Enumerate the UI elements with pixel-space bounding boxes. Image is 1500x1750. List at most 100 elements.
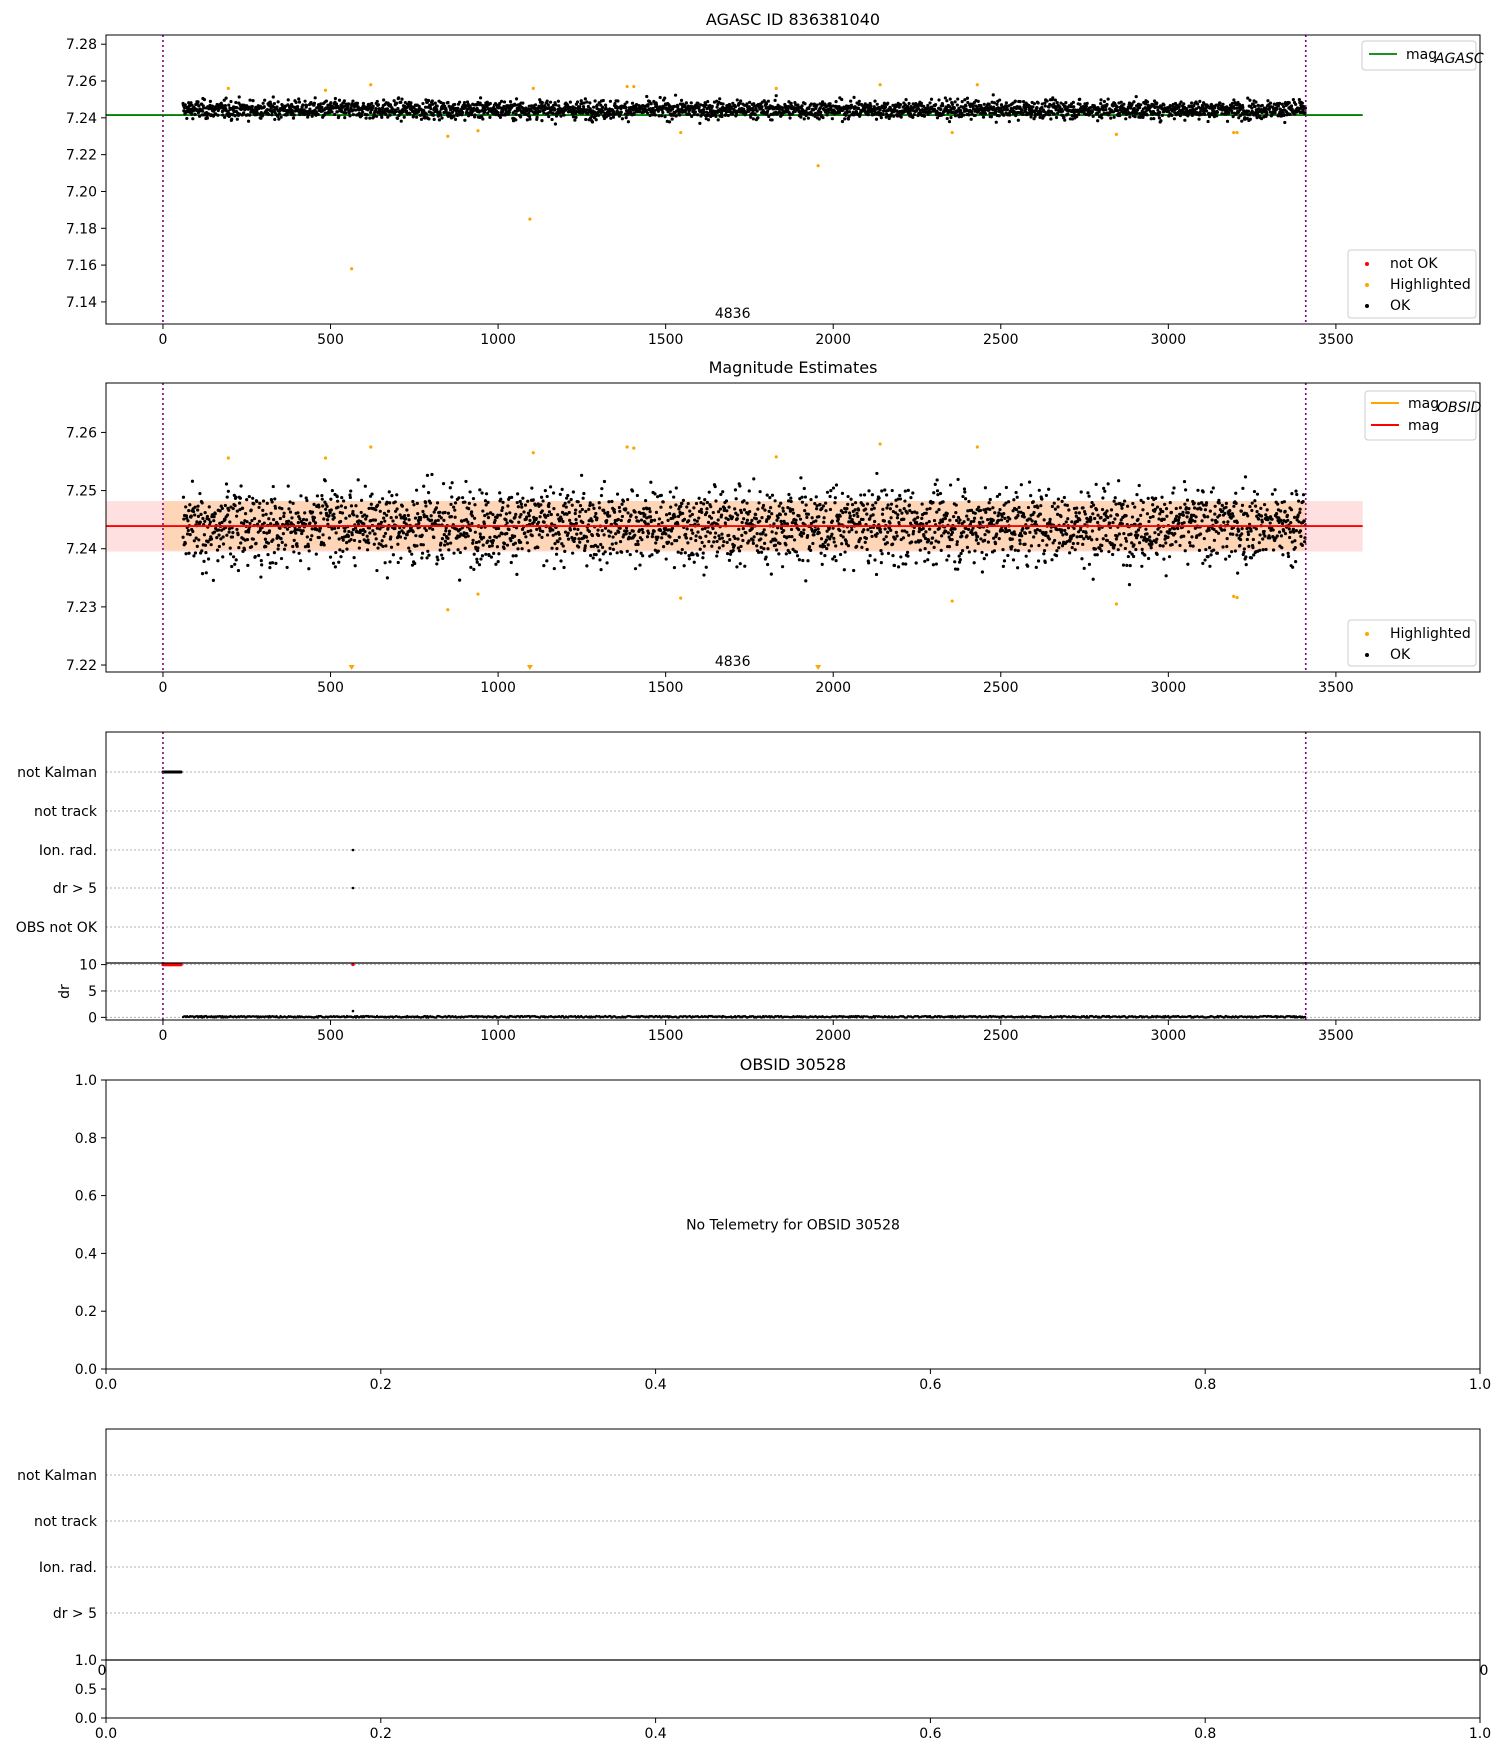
ok-point	[581, 496, 585, 500]
ok-point	[1218, 101, 1222, 105]
ok-point	[516, 547, 520, 551]
ok-point	[757, 501, 761, 505]
ok-point	[865, 502, 870, 506]
ok-point	[898, 497, 903, 501]
ok-point	[814, 495, 818, 499]
ok-point	[500, 532, 504, 536]
ok-point	[392, 111, 397, 116]
ok-point	[545, 533, 550, 537]
ok-point	[713, 531, 718, 535]
x-tick-label: 1000	[480, 332, 516, 348]
ok-point	[240, 506, 245, 510]
ok-point	[795, 554, 800, 558]
ok-point	[617, 530, 621, 534]
ok-point	[800, 534, 804, 538]
ok-point	[407, 518, 411, 522]
ok-point	[419, 117, 424, 121]
ok-point	[509, 560, 513, 565]
ok-point	[897, 105, 901, 109]
ok-point	[982, 102, 986, 106]
ok-point	[678, 113, 682, 117]
ok-point	[734, 113, 739, 117]
ok-point	[777, 504, 781, 508]
ok-point	[257, 553, 261, 558]
ok-point	[365, 514, 369, 518]
ok-point	[287, 507, 291, 511]
ok-point	[644, 498, 648, 503]
ok-point	[730, 515, 735, 519]
ok-point	[1069, 105, 1073, 109]
ok-point	[744, 111, 748, 115]
ok-point	[282, 514, 286, 519]
ok-point	[680, 547, 684, 552]
ok-point	[753, 112, 757, 117]
ok-point	[886, 530, 890, 534]
ok-point	[912, 112, 916, 117]
ok-point	[864, 507, 868, 511]
ok-point	[706, 520, 711, 524]
ok-point	[833, 501, 837, 505]
ok-point	[566, 493, 570, 498]
ok-point	[781, 509, 785, 513]
ok-point	[471, 541, 475, 545]
ok-point	[181, 535, 185, 539]
ok-point	[1099, 98, 1103, 102]
ok-point	[351, 509, 355, 514]
ok-point	[702, 573, 706, 577]
ok-point	[359, 498, 364, 502]
ok-point	[868, 553, 872, 558]
ok-point	[882, 109, 886, 113]
ok-point	[740, 533, 744, 537]
ok-point	[291, 544, 295, 549]
ok-point	[614, 532, 618, 536]
ok-point	[1055, 101, 1059, 105]
ok-point	[871, 503, 875, 507]
ok-point	[389, 535, 393, 539]
ok-point	[904, 97, 908, 102]
ok-point	[757, 550, 761, 554]
ok-point	[696, 530, 700, 534]
ok-point	[766, 562, 770, 567]
ok-point	[704, 534, 708, 538]
ok-point	[828, 104, 833, 108]
ok-point	[316, 112, 320, 116]
ok-point	[527, 514, 531, 518]
y-tick-label: 7.20	[66, 184, 97, 200]
ok-point	[440, 116, 444, 120]
ok-point	[874, 501, 878, 505]
ok-point	[231, 531, 235, 535]
ok-point	[684, 536, 689, 540]
ok-point	[444, 108, 448, 112]
ok-point	[747, 539, 751, 543]
ok-point	[766, 99, 770, 103]
ok-point	[279, 556, 284, 561]
ok-point	[1049, 117, 1053, 121]
ok-point	[286, 98, 290, 102]
ok-point	[576, 500, 580, 504]
ok-point	[209, 537, 214, 541]
ok-point	[357, 546, 361, 550]
ok-point	[217, 533, 221, 537]
ok-point	[1051, 96, 1055, 100]
ok-point	[705, 510, 709, 515]
ok-point	[1068, 117, 1072, 121]
ok-point	[356, 478, 360, 482]
x-tick-label: 500	[317, 332, 344, 348]
ok-point	[280, 507, 284, 511]
ok-point	[332, 512, 336, 516]
ok-point	[444, 529, 448, 533]
ok-point	[576, 527, 580, 531]
ok-point	[470, 521, 474, 526]
ok-point	[673, 93, 678, 97]
ok-point	[585, 564, 589, 568]
ok-point	[527, 549, 531, 553]
ok-point	[227, 508, 231, 512]
ok-point	[847, 114, 851, 118]
ok-point	[683, 104, 687, 108]
ok-point	[337, 98, 342, 102]
x-tick-label: 1500	[648, 332, 684, 348]
ok-point	[479, 557, 483, 561]
ok-point	[597, 549, 601, 553]
ok-point	[987, 102, 991, 106]
ok-point	[412, 503, 416, 507]
